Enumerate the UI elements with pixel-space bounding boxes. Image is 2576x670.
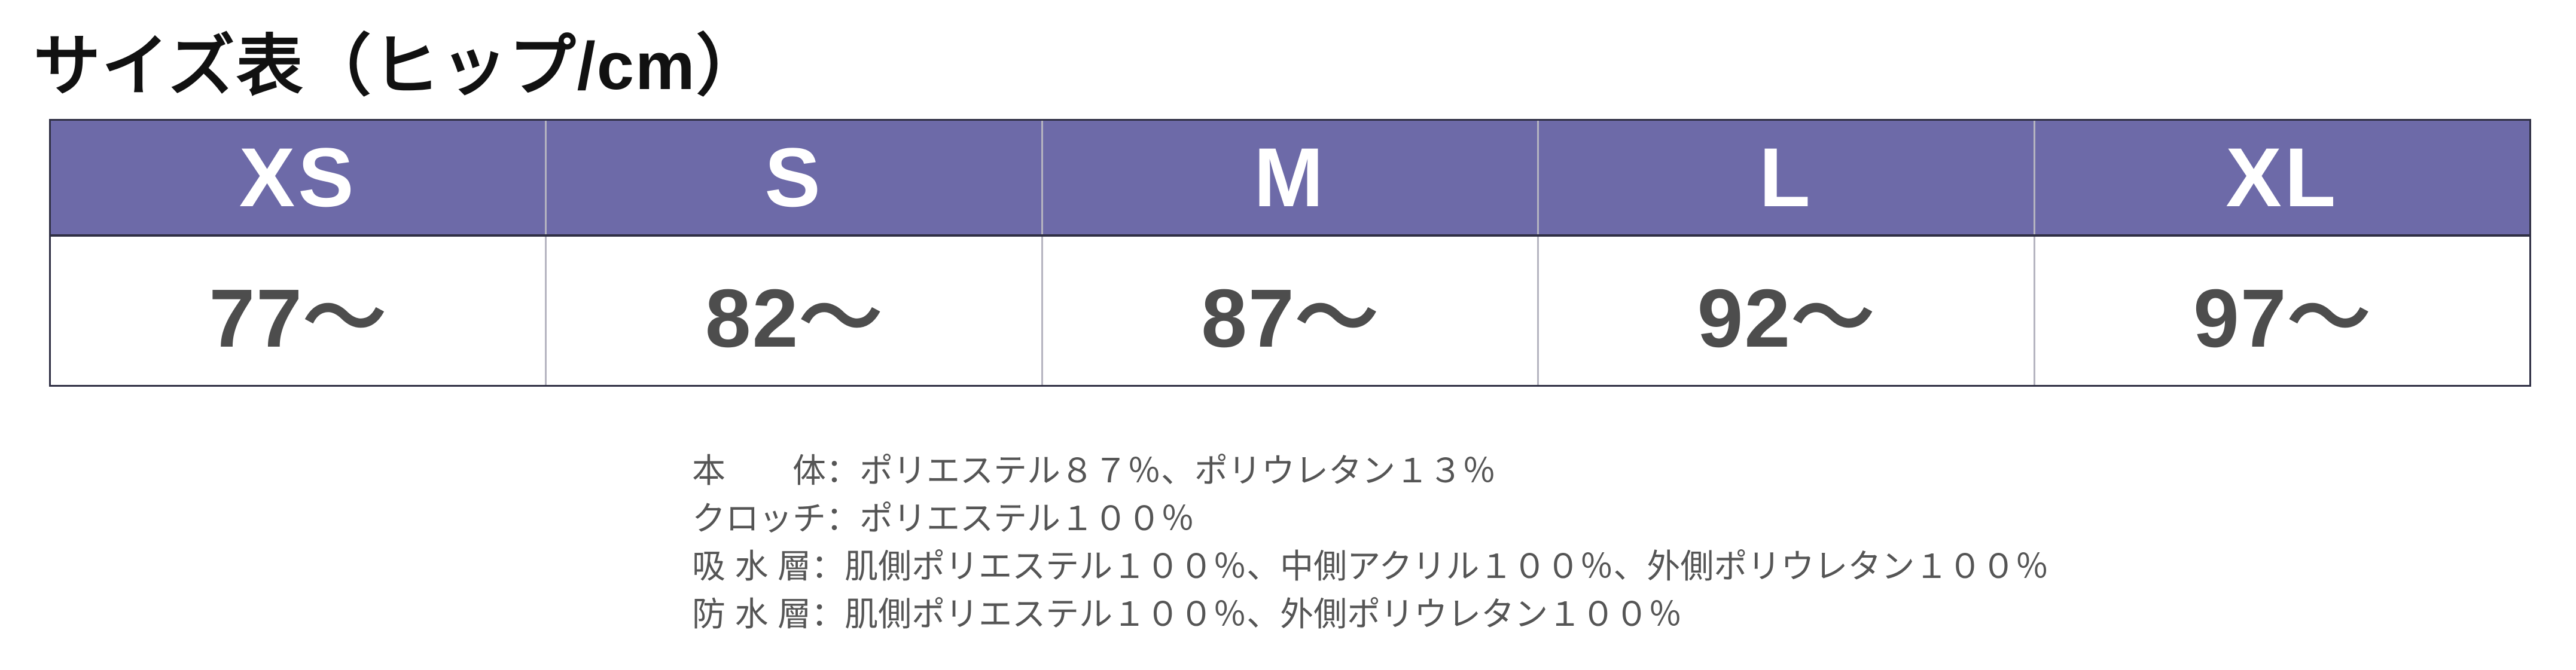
value-cell-l: 92～ xyxy=(1537,237,2033,385)
value-cell-xs: 77～ xyxy=(209,273,387,365)
material-line-waterproof: 防 水 層：肌側ポリエステル１００％、外側ポリウレタン１００％ xyxy=(692,595,1682,633)
material-line-absorbent: 吸 水 層：肌側ポリエステル１００％、中側アクリル１００％、外側ポリウレタン１０… xyxy=(692,547,2049,585)
material-line-body: 本 体：ポリエステル８７％、ポリウレタン１３％ xyxy=(692,452,1496,490)
materials-note: 本 体：ポリエステル８７％、ポリウレタン１３％ クロッチ：ポリエステル１００％ … xyxy=(692,447,2048,638)
value-cell-xl: 97～ xyxy=(2033,237,2529,385)
header-cell-xl: XL xyxy=(2033,121,2529,234)
size-table-value-row: 77～ 82～ 87～ 92～ 97～ xyxy=(51,237,2529,385)
value-cell-m: 87～ xyxy=(1041,237,1537,385)
size-table-header-row: XS S M L XL xyxy=(51,121,2529,237)
size-table: XS S M L XL 77～ 82～ 87～ 92～ 97～ xyxy=(49,119,2531,387)
header-cell-m: M xyxy=(1041,121,1537,234)
material-line-crotch: クロッチ：ポリエステル１００％ xyxy=(692,500,1194,537)
header-cell-s: S xyxy=(545,121,1041,234)
value-cell-s: 82～ xyxy=(545,237,1041,385)
page-title: サイズ表（ヒップ/cm） xyxy=(33,29,764,103)
header-cell-l: L xyxy=(1537,121,2033,234)
header-cell-xs: XS xyxy=(239,130,357,224)
